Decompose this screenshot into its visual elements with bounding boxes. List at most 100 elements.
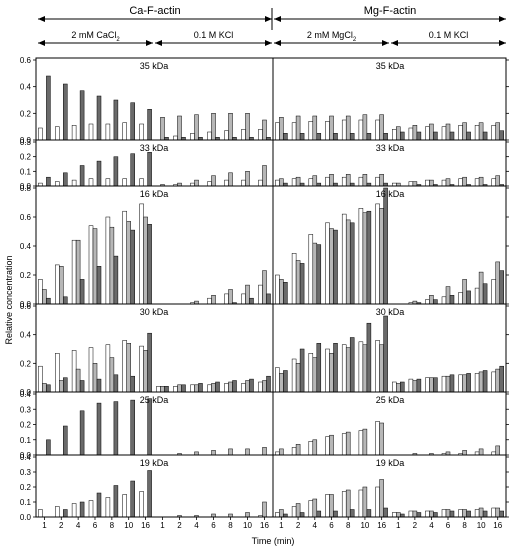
bar-light — [495, 368, 500, 393]
bar-dark — [79, 279, 85, 305]
bar-dark — [96, 160, 102, 187]
bar-light — [345, 174, 351, 187]
bar-white — [291, 253, 297, 305]
condition-label-4: 0.1 M KCl — [429, 30, 469, 40]
bar-white — [425, 299, 430, 305]
condition-label-subscript: 2 — [116, 37, 120, 43]
bar-light — [379, 174, 384, 187]
bar-light — [262, 380, 267, 393]
bar-dark — [349, 222, 355, 305]
bar-white — [425, 377, 430, 393]
bar-white — [55, 181, 60, 187]
bar-light — [42, 289, 47, 305]
bar-light — [59, 266, 64, 305]
panel-30-kda: 0.0 0.2 0.4 0.6 30 kDa 30 kDa — [20, 302, 509, 397]
bar-white — [71, 125, 77, 141]
x-tick-label: 1 — [160, 521, 165, 530]
x-tick-label: 16 — [493, 521, 502, 530]
bar-dark — [113, 99, 119, 141]
bar-dark — [316, 133, 322, 141]
bar-white — [341, 213, 347, 305]
bar-light — [345, 219, 351, 305]
panel-title: 25 kDa — [376, 395, 405, 405]
bar-light — [495, 507, 500, 518]
bar-white — [491, 279, 496, 305]
bar-white — [55, 506, 60, 518]
bar-light — [429, 123, 434, 141]
x-tick-label: 1 — [279, 521, 284, 530]
bar-dark — [283, 133, 288, 141]
bar-dark — [215, 381, 220, 393]
bar-white — [474, 373, 480, 393]
bar-light — [412, 510, 418, 518]
y-tick-label: 0.6 — [20, 302, 32, 311]
bar-white — [375, 486, 380, 518]
bar-white — [458, 125, 463, 141]
bar-dark — [147, 109, 152, 141]
bar-white — [358, 341, 364, 393]
bar-dark — [79, 501, 85, 518]
bar-white — [325, 176, 330, 187]
bar-light — [126, 221, 131, 305]
bar-white — [139, 123, 144, 141]
bar-white — [375, 119, 380, 141]
bar-dark — [113, 374, 119, 393]
x-tick-label: 8 — [228, 521, 233, 530]
panel-frame-right — [272, 454, 507, 518]
ca-header-arrow-head-left — [38, 16, 45, 22]
condition-arrow-4-head-right — [499, 40, 506, 46]
bar-white — [139, 345, 144, 393]
panel-25-kda: 0.0 0.1 0.2 0.3 0.4 25 kDa 25 kDa — [20, 390, 509, 460]
bar-white — [241, 129, 246, 141]
bar-white — [275, 122, 280, 141]
x-tick-label: 2 — [296, 521, 301, 530]
bar-white — [358, 176, 364, 187]
bar-white — [474, 287, 480, 305]
bar-white — [88, 500, 94, 518]
bar-dark — [63, 377, 68, 393]
bar-light — [329, 353, 334, 393]
x-tick-label: 8 — [110, 521, 115, 530]
condition-arrow-3-head-right — [382, 40, 389, 46]
panel-title: 30 kDa — [376, 307, 405, 317]
bar-white — [358, 430, 364, 456]
ca-actin-header: Ca-F-actin — [129, 5, 180, 17]
bar-white — [441, 126, 447, 141]
y-tick-label: 0.2 — [20, 153, 32, 162]
bar-white — [224, 130, 229, 141]
bar-light — [495, 261, 500, 305]
bar-light — [429, 510, 434, 518]
bar-light — [478, 507, 484, 518]
bar-white — [474, 125, 480, 141]
bar-white — [241, 383, 246, 393]
y-tick-label: 0.3 — [20, 405, 32, 414]
bar-light — [379, 344, 384, 393]
bar-dark — [46, 439, 51, 456]
bar-light — [462, 176, 467, 187]
bar-dark — [96, 95, 102, 141]
bar-light — [245, 380, 250, 393]
y-tick-label: 0.1 — [20, 167, 32, 176]
bar-dark — [433, 299, 438, 305]
bar-white — [458, 292, 463, 305]
y-axis-label: Relative concentration — [4, 255, 14, 344]
bar-dark — [349, 337, 355, 393]
x-tick-label: 6 — [446, 521, 451, 530]
bar-white — [308, 353, 314, 393]
bar-white — [258, 381, 263, 393]
bar-white — [308, 441, 314, 456]
bar-dark — [383, 187, 388, 305]
bar-light — [379, 208, 384, 305]
bar-light — [194, 114, 199, 141]
bar-light — [262, 501, 267, 518]
bar-white — [441, 375, 447, 393]
bar-white — [341, 344, 347, 393]
bar-white — [105, 178, 111, 187]
bar-white — [190, 133, 195, 141]
bar-white — [139, 178, 144, 187]
bar-white — [122, 494, 127, 518]
bar-white — [275, 274, 280, 305]
bar-white — [190, 384, 195, 393]
bar-white — [88, 123, 94, 141]
bar-dark — [96, 266, 102, 305]
